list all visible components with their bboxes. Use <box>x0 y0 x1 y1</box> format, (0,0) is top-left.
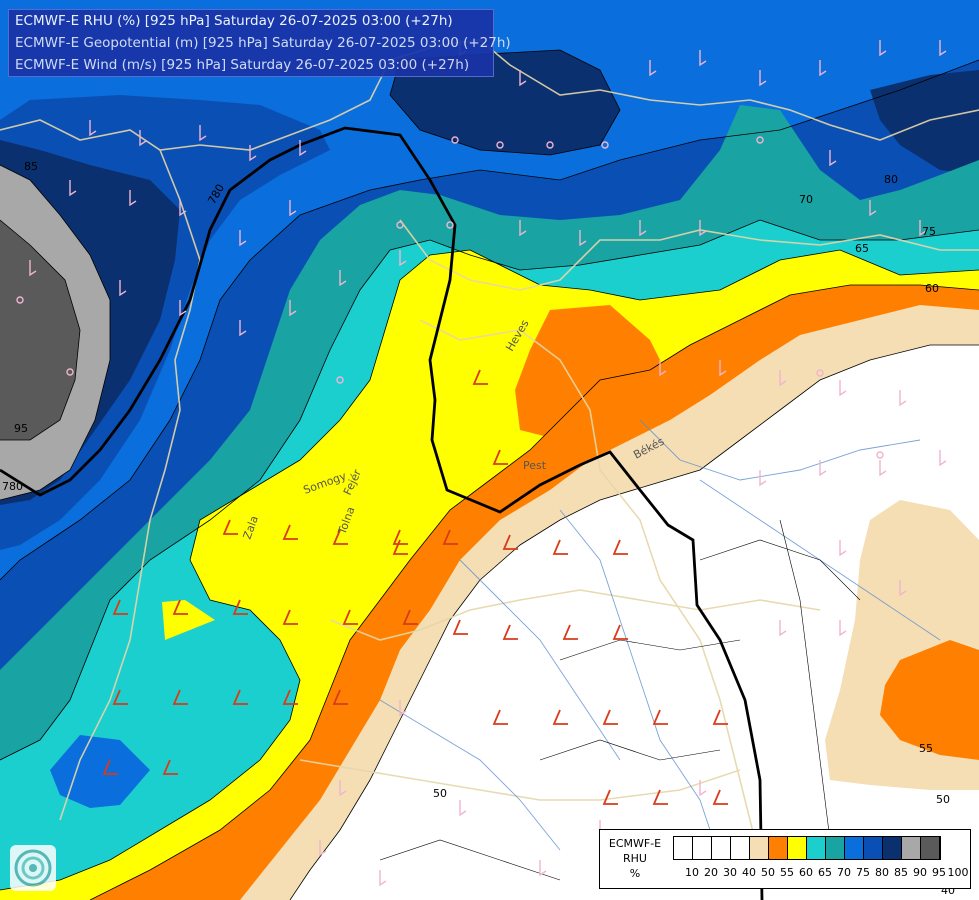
title-geopotential: ECMWF-E Geopotential (m) [925 hPa] Satur… <box>15 35 511 51</box>
calm-markers <box>16 136 884 459</box>
title-wind: ECMWF-E Wind (m/s) [925 hPa] Saturday 26… <box>15 57 470 73</box>
rhu-field-55-60-east <box>880 640 979 760</box>
legend-tick-label: 85 <box>894 866 908 879</box>
legend-tick-label: 50 <box>761 866 775 879</box>
legend-tick-label: 100 <box>947 866 969 879</box>
rhu-label-50: 50 <box>936 793 950 806</box>
legend-tick-label: 65 <box>818 866 832 879</box>
legend-swatch <box>731 837 750 859</box>
admin-lines <box>379 519 861 881</box>
legend-title: ECMWF-E RHU % <box>600 836 670 881</box>
place-label-pest: Pest <box>523 459 547 472</box>
legend-swatch <box>864 837 883 859</box>
legend-swatch <box>769 837 788 859</box>
legend-swatch <box>883 837 902 859</box>
rivers <box>379 419 941 861</box>
legend-swatch <box>712 837 731 859</box>
legend-tick-label: 95 <box>932 866 946 879</box>
rhu-label-50-south: 50 <box>433 787 447 800</box>
map-title-panel: ECMWF-E RHU (%) [925 hPa] Saturday 26-07… <box>8 9 511 77</box>
legend-tick-label: 70 <box>837 866 851 879</box>
rhu-field-80-85-southwest <box>50 735 150 808</box>
legend-swatch <box>693 837 712 859</box>
legend-tick-label: 75 <box>856 866 870 879</box>
wind-barbs-strong <box>102 369 728 805</box>
legend-swatch <box>674 837 693 859</box>
rhu-field-55-60-inner <box>515 305 670 440</box>
legend-tick-label: 30 <box>723 866 737 879</box>
legend-swatch <box>750 837 769 859</box>
rhu-field-below-50 <box>290 345 979 900</box>
rhu-label-95: 95 <box>14 422 28 435</box>
rhu-label-65: 65 <box>855 242 869 255</box>
ecmwf-logo-icon <box>10 845 56 891</box>
rhu-label-55: 55 <box>919 742 933 755</box>
rhu-label-70: 70 <box>799 193 813 206</box>
title-rhu: ECMWF-E RHU (%) [925 hPa] Saturday 26-07… <box>15 13 453 29</box>
legend-tick-label: 90 <box>913 866 927 879</box>
legend-swatch <box>807 837 826 859</box>
legend-tick-label: 60 <box>799 866 813 879</box>
legend-ticks: 10 20 30 40 50 55 60 65 70 75 80 85 90 95 100 <box>673 866 973 882</box>
rhu-label-60: 60 <box>925 282 939 295</box>
rhu-label-80: 80 <box>884 173 898 186</box>
rhu-label-85: 85 <box>24 160 38 173</box>
legend-title-line: % <box>629 867 641 880</box>
legend-tick-label: 20 <box>704 866 718 879</box>
legend-swatch <box>921 837 940 859</box>
rhu-contours <box>0 49 979 900</box>
legend-title-line: RHU <box>623 852 647 865</box>
legend-tick-label: 10 <box>685 866 699 879</box>
legend-tick-label: 80 <box>875 866 889 879</box>
legend-tick-label: 55 <box>780 866 794 879</box>
legend-swatch <box>788 837 807 859</box>
rhu-label-75: 75 <box>922 225 936 238</box>
geopotential-contour-780 <box>0 126 764 900</box>
rhu-legend: ECMWF-E RHU % 10 20 30 40 50 55 60 65 70 75 80 85 90… <box>599 829 971 889</box>
legend-swatch <box>845 837 864 859</box>
legend-tick-label: 40 <box>742 866 756 879</box>
legend-color-bar <box>673 836 941 860</box>
geo-label-780-west: 780 <box>2 480 23 493</box>
legend-swatch <box>826 837 845 859</box>
legend-swatch <box>902 837 921 859</box>
legend-title-line: ECMWF-E <box>608 837 662 850</box>
